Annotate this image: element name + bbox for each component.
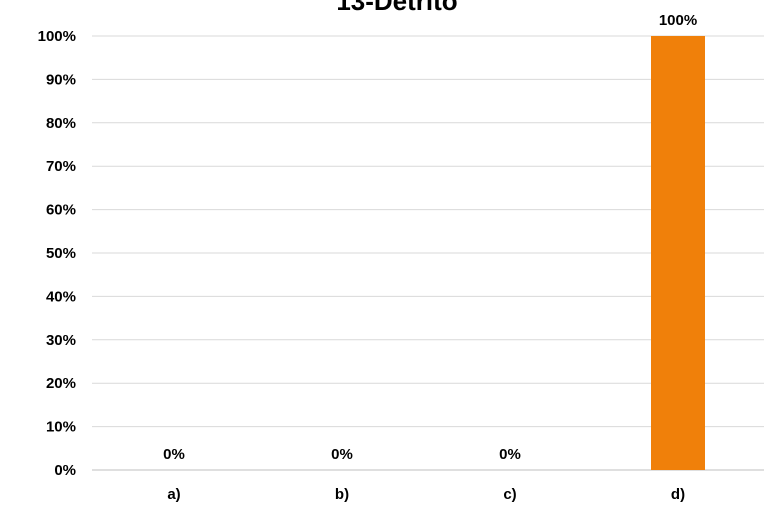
data-label: 0% bbox=[331, 446, 353, 463]
data-label: 0% bbox=[499, 446, 521, 463]
bars bbox=[651, 36, 705, 470]
data-labels: 0% 0% 0% 100% bbox=[163, 12, 697, 463]
y-tick-label: 40% bbox=[46, 288, 76, 305]
y-axis-ticks: 0% 10% 20% 30% 40% 50% 60% 70% 80% 90% 100% bbox=[38, 28, 76, 479]
x-category-label: a) bbox=[167, 486, 180, 503]
x-category-label: d) bbox=[671, 486, 685, 503]
x-axis-categories: a) b) c) d) bbox=[167, 486, 685, 503]
bar-d bbox=[651, 36, 705, 470]
data-label: 100% bbox=[659, 12, 697, 29]
x-category-label: b) bbox=[335, 486, 349, 503]
y-tick-label: 80% bbox=[46, 115, 76, 132]
y-tick-label: 100% bbox=[38, 28, 76, 45]
y-tick-label: 10% bbox=[46, 419, 76, 436]
y-tick-label: 0% bbox=[54, 462, 76, 479]
y-tick-label: 30% bbox=[46, 332, 76, 349]
data-label: 0% bbox=[163, 446, 185, 463]
y-tick-label: 90% bbox=[46, 71, 76, 88]
y-tick-label: 20% bbox=[46, 375, 76, 392]
y-tick-label: 50% bbox=[46, 245, 76, 262]
y-tick-label: 70% bbox=[46, 158, 76, 175]
x-category-label: c) bbox=[503, 486, 516, 503]
y-tick-label: 60% bbox=[46, 202, 76, 219]
chart-title: 13-Detrito bbox=[336, 0, 457, 16]
